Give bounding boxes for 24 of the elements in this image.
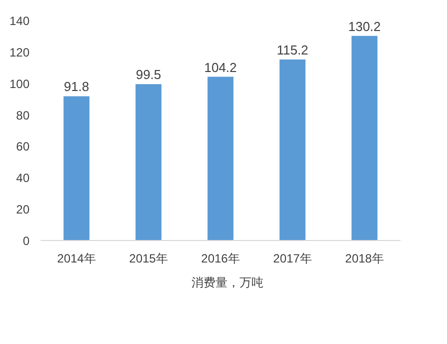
bar (136, 84, 162, 240)
data-label: 91.8 (64, 79, 90, 94)
data-label: 115.2 (276, 42, 308, 58)
bar (280, 59, 306, 240)
bar (64, 96, 90, 240)
y-tick-label: 0 (22, 234, 30, 248)
y-tick-label: 120 (9, 45, 30, 60)
y-tick-label: 100 (9, 76, 30, 91)
y-tick-label: 40 (16, 171, 30, 186)
x-tick-label: 2015年 (129, 252, 168, 266)
y-tick-label: 60 (16, 140, 30, 154)
x-tick-label: 2017年 (273, 252, 312, 266)
data-label: 104.2 (204, 60, 237, 75)
text: 消费量，万吨 (192, 274, 264, 292)
bar (352, 36, 378, 240)
y-tick-label: 80 (16, 108, 30, 122)
y-tick-label: 140 (9, 14, 30, 28)
x-tick-label: 2016年 (201, 252, 240, 266)
y-tick-label: 20 (16, 202, 30, 217)
bar (208, 76, 234, 240)
data-label: 130.2 (348, 18, 381, 34)
x-tick-label: 2014年 (57, 252, 96, 266)
data-label: 99.5 (136, 67, 162, 82)
x-tick-label: 2018年 (345, 252, 384, 266)
